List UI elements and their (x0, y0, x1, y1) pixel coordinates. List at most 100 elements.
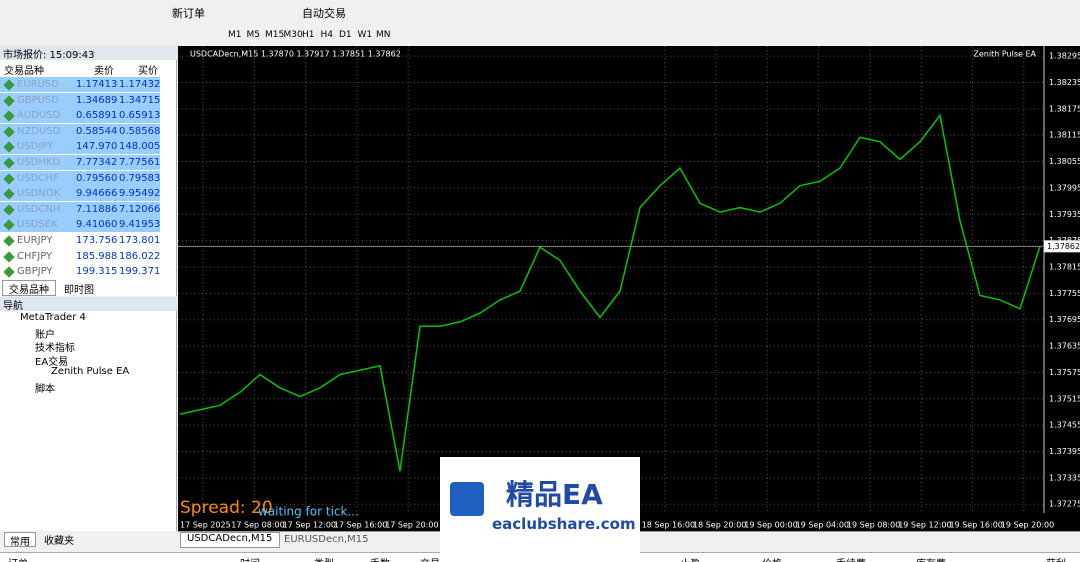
chart: 1.38295 1.38235 1.38175 1.38115 1.38055 1.379… (178, 46, 1080, 531)
row[interactable] (0, 77, 160, 93)
bid: 7.77342 (76, 157, 118, 168)
y-tick-label: 1.37635 (1049, 342, 1080, 351)
symbol: EURUSD (17, 79, 59, 90)
bid: 173.756 (76, 235, 118, 246)
tab[interactable]: 即时图 (64, 285, 94, 296)
chart-tab[interactable]: USDCADecn,M15 (180, 532, 280, 548)
y-tick-label: 1.37815 (1049, 262, 1080, 271)
timeframe-button[interactable]: D1 (339, 30, 352, 40)
tab[interactable]: 交易品种 (2, 280, 56, 296)
timeframe-button[interactable]: M1 (228, 30, 242, 40)
tree-item[interactable]: 脚本 (35, 384, 55, 395)
timeframe-button[interactable]: M30 (283, 30, 303, 40)
spread-label: Spread: 20 (180, 498, 273, 518)
row[interactable] (0, 139, 160, 156)
row[interactable] (0, 108, 160, 125)
column-header: 获利 (1046, 555, 1066, 562)
row[interactable] (0, 233, 160, 249)
timeframe-button[interactable]: H4 (320, 30, 334, 40)
bid: 9.41060 (76, 219, 118, 231)
ask: 1.17432 (119, 79, 161, 90)
ask: 173.801 (119, 235, 161, 246)
tree-item[interactable]: EA交易 (35, 357, 69, 368)
panel (0, 297, 177, 531)
chart-tab[interactable]: EURUSDecn,M15 (284, 534, 369, 545)
tree-item[interactable]: 账户 (35, 330, 55, 341)
toolbar-2 (0, 24, 1080, 47)
timeframe-button[interactable]: M15 (265, 30, 285, 40)
symbol: CHFJPY (17, 250, 53, 262)
column-header: 价格 (762, 555, 782, 562)
symbol: USDNOK (17, 188, 61, 200)
toolbar (0, 0, 1080, 25)
y-tick-label: 1.37935 (1049, 210, 1080, 219)
bid: 1.34689 (76, 94, 118, 106)
column-header: 订单 (8, 555, 28, 562)
row[interactable] (0, 123, 160, 140)
column-header: 止盈 (680, 555, 700, 562)
auto-trading-button[interactable]: 自动交易 (302, 7, 346, 20)
ask: 1.34715 (119, 94, 161, 106)
timeframe-button[interactable]: W1 (357, 30, 373, 40)
x-tick-label: 18 Sep 20:00 (693, 521, 746, 530)
panel-title: 市场报价: 15:09:43 (0, 46, 179, 61)
y-tick-label: 1.38295 (1049, 52, 1080, 61)
watermark-logo (450, 482, 484, 516)
y-tick-label: 1.38115 (1049, 131, 1080, 140)
y-tick-label: 1.37755 (1049, 289, 1080, 298)
x-tick-label: 17 Sep 20:00 (385, 521, 438, 530)
row[interactable] (0, 186, 160, 203)
y-tick-label: 1.37275 (1049, 500, 1080, 509)
x-tick-label: 19 Sep 20:00 (1001, 521, 1054, 530)
row[interactable] (0, 92, 160, 109)
bid: 7.11886 (76, 203, 118, 215)
row[interactable] (0, 248, 160, 265)
x-tick-label: 17 Sep 2025 (180, 521, 231, 530)
x-tick-label: 17 Sep 16:00 (334, 521, 387, 530)
tree-item[interactable]: Zenith Pulse EA (51, 366, 130, 377)
timeframe-button[interactable]: M5 (246, 30, 261, 40)
row[interactable] (0, 170, 160, 187)
price-line (179, 113, 1041, 472)
timeframe-button[interactable]: H1 (302, 30, 315, 40)
row[interactable] (0, 264, 160, 281)
new-order-button[interactable]: 新订单 (172, 7, 205, 20)
symbol: EURJPY (17, 235, 53, 246)
y-tick-label: 1.37995 (1049, 183, 1080, 192)
y-tick-label: 1.38235 (1049, 78, 1080, 87)
column-header: 库存费 (916, 555, 946, 562)
y-tick-label: 1.37575 (1049, 368, 1080, 377)
ask: 0.79583 (119, 172, 161, 184)
symbol: GBPJPY (17, 266, 53, 278)
status-label: waiting for tick... (258, 505, 359, 519)
bid: 0.58544 (76, 125, 118, 137)
x-tick-label: 17 Sep 12:00 (283, 521, 336, 530)
symbol: USDHKD (17, 157, 61, 168)
tree-item[interactable]: MetaTrader 4 (20, 312, 86, 323)
y-tick-label: 1.38175 (1049, 104, 1080, 113)
column-header: 手数 (370, 555, 390, 562)
column-header: 卖价 (94, 66, 114, 77)
row[interactable] (0, 201, 160, 218)
timeframe-button[interactable]: MN (376, 30, 391, 40)
ask: 0.65913 (119, 110, 161, 122)
bid: 185.988 (76, 250, 118, 262)
ea-name: Zenith Pulse EA (973, 50, 1036, 59)
ask: 186.022 (119, 250, 161, 262)
bid: 9.94666 (76, 188, 118, 200)
column-header: 手续费 (836, 555, 866, 562)
y-tick-label: 1.38055 (1049, 157, 1080, 166)
x-tick-label: 17 Sep 08:00 (231, 521, 284, 530)
symbol: USDCHF (17, 172, 59, 184)
row[interactable] (0, 155, 160, 171)
symbol: GBPUSD (17, 94, 60, 106)
bid: 1.17413 (76, 79, 118, 90)
tab[interactable]: 常用 (4, 532, 36, 548)
tree-item[interactable]: 技术指标 (35, 343, 75, 354)
ask: 7.77561 (119, 157, 161, 168)
row[interactable] (0, 217, 160, 234)
x-tick-label: 19 Sep 16:00 (950, 521, 1003, 530)
x-tick-label: 19 Sep 08:00 (847, 521, 900, 530)
tab[interactable]: 收藏夹 (44, 536, 74, 547)
